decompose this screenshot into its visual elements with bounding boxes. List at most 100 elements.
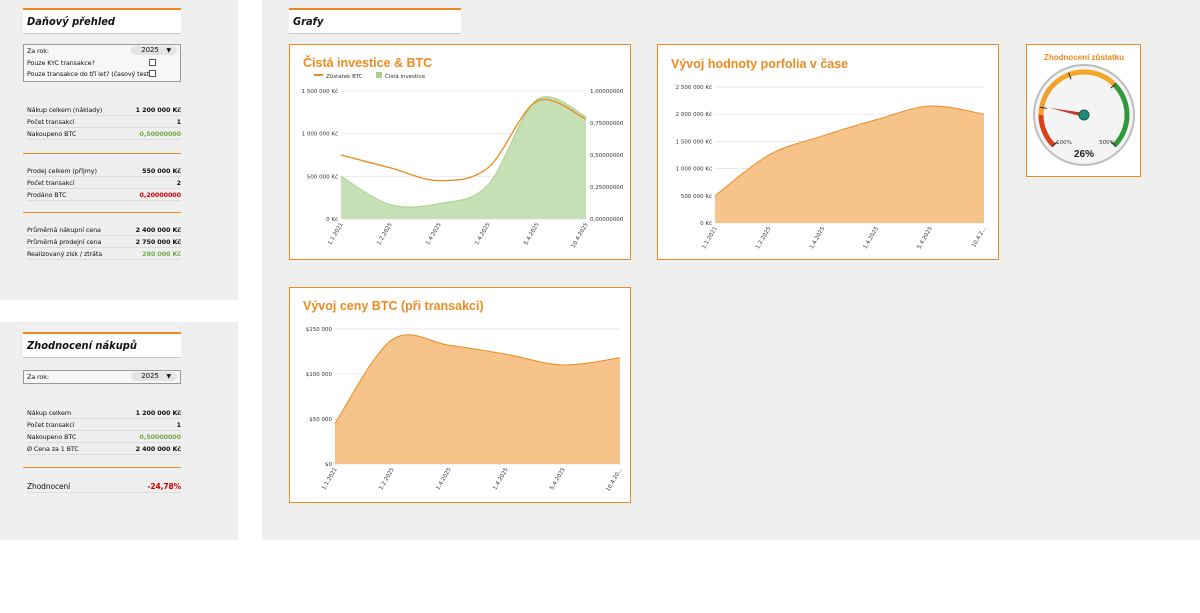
x-tick-label: 1.2.2025 — [378, 467, 396, 492]
chart-portfolio-value-svg: Vývoj hodnoty porfolia v čase 0 Kč 500 00… — [671, 57, 988, 251]
gauge-tick-label: -100% — [1054, 140, 1072, 146]
legend-swatch-investment — [376, 72, 382, 78]
x-tick-label: 1.4.2025 — [474, 222, 492, 247]
x-tick-label: 1.1.2021 — [321, 467, 338, 491]
y-tick-label: 2 500 000 Kč — [676, 84, 712, 91]
x-tick-label: 5.4.2025 — [523, 222, 541, 247]
value: 2 400 000 Kč — [135, 226, 181, 234]
label: Počet transakcí — [27, 421, 75, 429]
value: 0,50000000 — [139, 433, 182, 441]
y-tick-label: $0 — [325, 462, 332, 468]
year-value: 2025 — [141, 372, 159, 380]
y-tick-label: 500 000 Kč — [307, 173, 338, 180]
gauge-band — [1038, 114, 1056, 148]
year-value: 2025 — [141, 46, 159, 54]
y-tick-label: 1 000 000 Kč — [676, 166, 712, 173]
x-tick-label: 5.4.2025 — [549, 467, 567, 492]
chevron-down-icon: ▼ — [166, 373, 171, 380]
legend-swatch-btc — [314, 74, 323, 76]
three-years-checkbox[interactable] — [149, 70, 156, 77]
chevron-down-icon: ▼ — [166, 47, 171, 54]
y-tick-label: 1 000 000 Kč — [302, 131, 338, 138]
purchases-title: Zhodnocení nákupů — [23, 332, 181, 358]
label: Počet transakcí — [27, 118, 75, 126]
p-count-row: Počet transakcí 1 — [27, 420, 181, 431]
purchased-btc-row: Nakoupeno BTC 0,50000000 — [27, 129, 181, 140]
label: Průměrná nákupní cena — [27, 226, 101, 234]
appreciation-row: Zhodnocení -24,78% — [27, 480, 181, 493]
y-tick-label: $50 000 — [309, 417, 332, 423]
p-total-row: Nákup celkem 1 200 000 Kč — [27, 408, 181, 419]
sale-count-row: Počet transakcí 2 — [27, 178, 181, 189]
gauge-band — [1054, 69, 1117, 87]
series-area — [715, 105, 984, 223]
label: Průměrná prodejní cena — [27, 238, 102, 246]
gauge-tick — [1039, 106, 1047, 109]
chart-title: Vývoj ceny BTC (při transakci) — [303, 299, 484, 313]
y-tick-label: $150 000 — [306, 327, 333, 333]
y-right-tick-label: 0,25000000 — [590, 185, 624, 191]
legend-label-investment: Čistá investice — [385, 73, 426, 80]
label: Prodej celkem (příjmy) — [27, 167, 97, 175]
chart-title: Vývoj hodnoty porfolia v čase — [671, 57, 848, 71]
purchase-count-row: Počet transakcí 1 — [27, 117, 181, 128]
y-tick-label: 2 000 000 Kč — [676, 111, 712, 118]
sold-btc-row: Prodáno BTC 0,20000000 — [27, 190, 181, 201]
gauge-appreciation: Zhodnocení zůstatku -100% 500% 26% — [1026, 44, 1141, 177]
x-tick-label: 1.4.2025 — [863, 226, 881, 251]
y-right-tick-label: 1,00000000 — [590, 89, 624, 95]
value: 1 — [176, 421, 181, 429]
gauge-title: Zhodnocení zůstatku — [1044, 53, 1124, 62]
value: 1 200 000 Kč — [135, 409, 181, 417]
y-tick-label: 0 Kč — [326, 216, 338, 223]
gauge-tick — [1110, 82, 1117, 89]
value: 2 — [176, 179, 181, 187]
sale-total-row: Prodej celkem (příjmy) 550 000 Kč — [27, 166, 181, 177]
gauge-band — [1038, 80, 1059, 116]
charts-title: Grafy — [289, 8, 461, 34]
x-tick-label: 1.4.2025 — [425, 222, 443, 247]
gauge-svg: Zhodnocení zůstatku -100% 500% 26% — [1033, 53, 1135, 166]
year-label: Za rok: — [27, 373, 49, 381]
y-right-tick-label: 0,50000000 — [590, 153, 624, 159]
p-btc-row: Nakoupeno BTC 0,50000000 — [27, 432, 181, 443]
year-select[interactable]: 2025 ▼ — [131, 372, 177, 381]
x-tick-label: 1.1.2021 — [327, 222, 344, 246]
kyc-checkbox[interactable] — [149, 59, 156, 66]
chart-portfolio-value: Vývoj hodnoty porfolia v čase 0 Kč 500 00… — [657, 44, 999, 260]
x-tick-label: 1.4.2025 — [492, 467, 510, 492]
tax-filter-box: Za rok: 2025 ▼ Pouze KYC transakce? Pouz… — [23, 44, 181, 82]
series-area — [341, 96, 586, 219]
x-tick-label: 5.4.2025 — [916, 226, 934, 251]
purchases-filter-box: Za rok: 2025 ▼ — [23, 370, 181, 384]
value: 0,50000000 — [139, 130, 182, 138]
x-tick-label: 1.1.2021 — [701, 226, 718, 250]
gauge-hub — [1078, 109, 1090, 121]
label: Nákup celkem (náklady) — [27, 106, 103, 114]
label: Ø Cena za 1 BTC — [27, 445, 79, 453]
purchase-total-row: Nákup celkem (náklady) 1 200 000 Kč — [27, 105, 181, 116]
series-line — [334, 334, 621, 424]
x-tick-label: 10.4.20... — [605, 467, 623, 493]
value: 0,20000000 — [139, 191, 182, 199]
x-tick-label: 1.4.2025 — [809, 226, 827, 251]
gauge-needle — [1049, 107, 1085, 117]
avg-sell-row: Průměrná prodejní cena 2 750 000 Kč — [27, 237, 181, 248]
gauge-tick — [1110, 141, 1117, 148]
y-tick-label: 1 500 000 Kč — [302, 88, 338, 95]
gauge-tick — [1051, 141, 1058, 148]
series-line — [340, 96, 587, 208]
purchases-panel — [0, 322, 238, 540]
separator — [23, 153, 181, 154]
chart-btc-price: Vývoj ceny BTC (při transakci) $0 $50 000… — [289, 287, 631, 503]
avg-buy-row: Průměrná nákupní cena 2 400 000 Kč — [27, 225, 181, 236]
value: 280 000 Kč — [142, 250, 181, 258]
value: 550 000 Kč — [142, 167, 181, 175]
label: Realizovaný zisk / ztráta — [27, 250, 103, 258]
series-line — [714, 105, 985, 197]
year-select[interactable]: 2025 ▼ — [131, 46, 177, 55]
gauge-band — [1112, 82, 1130, 148]
x-tick-label: 1.2.2025 — [755, 226, 773, 251]
label: Nakoupeno BTC — [27, 433, 77, 441]
x-tick-label: 1.2.2025 — [376, 222, 394, 247]
